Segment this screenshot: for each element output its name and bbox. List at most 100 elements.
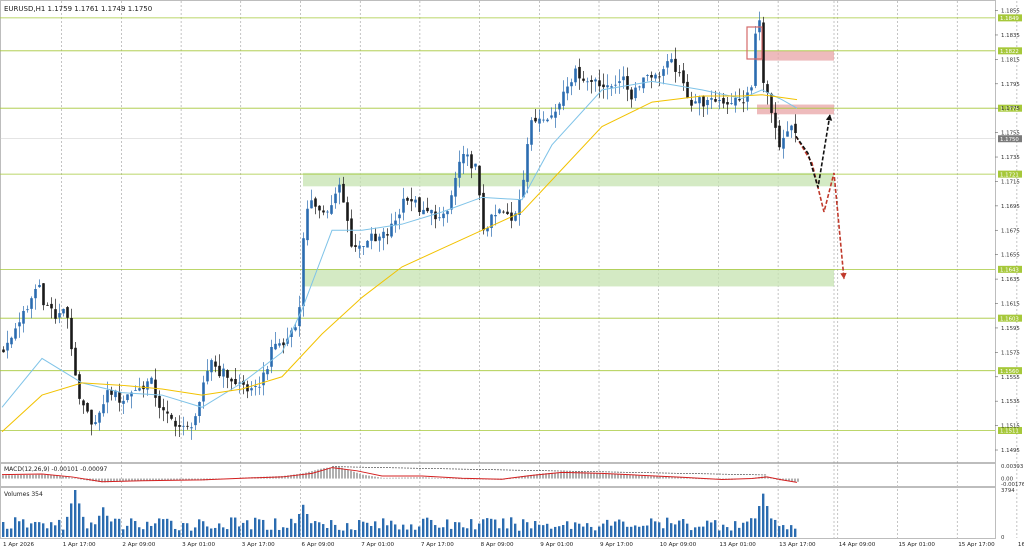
candle-body — [218, 365, 221, 377]
candle-body — [514, 213, 517, 221]
candle-body — [486, 228, 489, 232]
candle-body — [406, 197, 409, 201]
macd-hist-bar — [395, 477, 397, 479]
volume-bar — [118, 518, 121, 537]
candle-body — [262, 372, 265, 386]
macd-hist-bar — [14, 475, 16, 479]
volume-bar — [222, 527, 225, 537]
price-tick-label: 1.1635 — [1001, 277, 1020, 283]
macd-hist-bar — [620, 474, 622, 479]
candle-body — [626, 76, 629, 90]
candle-body — [762, 22, 765, 83]
candle-body — [310, 200, 313, 209]
macd-hist-bar — [95, 478, 97, 482]
price-panel[interactable]: EURUSD,H1 1.1759 1.1761 1.1749 1.1750 — [0, 0, 1024, 539]
volume-bar — [50, 522, 53, 537]
volume-bar — [86, 528, 89, 537]
volume-bar — [166, 518, 169, 537]
macd-hist-bar — [128, 478, 130, 482]
candle-body — [382, 231, 385, 239]
volume-bar — [610, 525, 613, 537]
candle-body — [774, 112, 777, 128]
candle-body — [490, 214, 493, 229]
macd-panel[interactable]: MACD(12,26,9) -0.00101 -0.00097 — [0, 463, 996, 487]
macd-hist-bar — [353, 471, 355, 479]
candle-body — [422, 209, 425, 215]
candle-body — [334, 193, 337, 204]
macd-hist-bar — [320, 468, 322, 479]
candle-body — [470, 154, 473, 169]
candle-body — [194, 416, 197, 426]
macd-hist-bar — [548, 473, 550, 479]
macd-hist-bar — [665, 476, 667, 479]
volume-bar — [706, 520, 709, 537]
volume-bar — [646, 525, 649, 537]
macd-hist-bar — [770, 477, 772, 479]
volume-bar — [310, 523, 313, 537]
volume-bar — [406, 529, 409, 537]
candle-body — [146, 381, 149, 390]
candle-body — [418, 197, 421, 213]
macd-hist-bar — [332, 467, 334, 479]
volume-bars — [2, 490, 797, 537]
candle-body — [566, 86, 569, 94]
macd-hist-bar — [416, 477, 418, 479]
candle-body — [362, 246, 365, 247]
macd-hist-bar — [554, 472, 556, 479]
candle-body — [74, 347, 77, 376]
macd-hist-bar — [677, 477, 679, 479]
candle-body — [138, 388, 141, 391]
macd-hist-bar — [365, 475, 367, 479]
volume-bar — [206, 526, 209, 537]
candle-body — [182, 425, 185, 427]
macd-hist-bar — [104, 478, 106, 483]
volume-bar — [746, 521, 749, 537]
volume-bar — [202, 521, 205, 537]
level-tag — [998, 314, 1022, 322]
volume-bar — [226, 529, 229, 537]
volume-bar — [618, 519, 621, 537]
macd-hist-bar — [662, 476, 664, 479]
candle-body — [586, 81, 589, 83]
price-tick-label: 1.1695 — [1001, 204, 1020, 210]
volume-bar — [294, 523, 297, 537]
macd-hist-bar — [65, 476, 67, 479]
macd-hist-bar — [632, 475, 634, 479]
macd-hist-bar — [569, 472, 571, 479]
macd-hist-bar — [335, 466, 337, 479]
volume-bar — [570, 528, 573, 537]
candle-body — [126, 394, 129, 401]
macd-hist-bar — [437, 477, 439, 479]
candle-body — [298, 307, 301, 326]
candle-body — [294, 327, 297, 331]
time-tick-label: 9 Apr 17:00 — [600, 542, 633, 548]
macd-hist-bar — [440, 478, 442, 479]
macd-hist-bar — [74, 478, 76, 479]
candle-body — [518, 199, 521, 215]
time-tick-label: 6 Apr 09:00 — [302, 542, 335, 548]
volume-bar — [162, 519, 165, 537]
time-tick-label: 10 Apr 09:00 — [660, 542, 697, 548]
macd-hist-bar — [443, 478, 445, 479]
macd-hist-bar — [611, 473, 613, 479]
macd-hist-bar — [188, 478, 190, 481]
volume-bar — [502, 518, 505, 537]
candle-body — [222, 368, 225, 377]
volume-bar — [414, 529, 417, 537]
volume-bar — [422, 518, 425, 537]
volume-bar — [210, 528, 213, 537]
macd-hist-bar — [167, 478, 169, 481]
volume-bar — [742, 522, 745, 537]
macd-hist-bar — [584, 472, 586, 479]
macd-hist-bar — [461, 478, 463, 480]
macd-hist-bar — [590, 472, 592, 479]
macd-hist-bar — [383, 477, 385, 479]
volume-panel[interactable]: Volumes 354 — [0, 487, 996, 539]
candle-body — [494, 215, 497, 217]
macd-hist-bar — [53, 475, 55, 479]
candle-body — [82, 400, 85, 406]
volume-bar — [602, 523, 605, 537]
macd-hist-bar — [566, 472, 568, 479]
volume-bar — [462, 527, 465, 537]
level-tag-label: 1.1511 — [1000, 429, 1019, 435]
